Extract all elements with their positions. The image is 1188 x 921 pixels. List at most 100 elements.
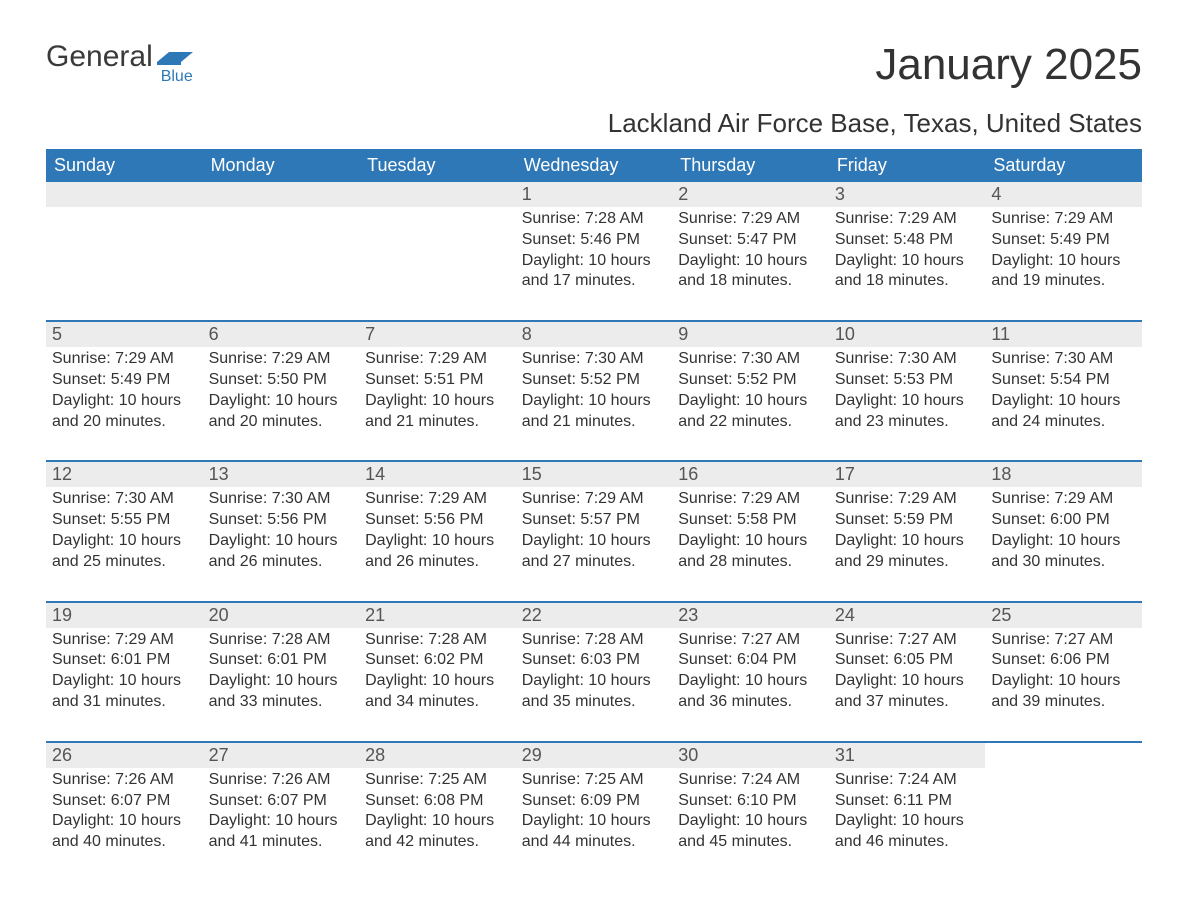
calendar-cell (46, 182, 203, 321)
daylight-text: Daylight: 10 hours and 30 minutes. (991, 531, 1136, 573)
sunrise-text: Sunrise: 7:27 AM (835, 630, 980, 651)
day-number: 20 (203, 603, 360, 628)
location-label: Lackland Air Force Base, Texas, United S… (46, 108, 1142, 139)
day-data: Sunrise: 7:29 AMSunset: 5:57 PMDaylight:… (516, 487, 673, 600)
day-number: 24 (829, 603, 986, 628)
sunset-text: Sunset: 5:51 PM (365, 370, 510, 391)
day-header: Tuesday (359, 149, 516, 182)
calendar-cell: 28Sunrise: 7:25 AMSunset: 6:08 PMDayligh… (359, 742, 516, 881)
day-data: Sunrise: 7:24 AMSunset: 6:10 PMDaylight:… (672, 768, 829, 881)
daylight-text: Daylight: 10 hours and 24 minutes. (991, 391, 1136, 433)
day-number: 23 (672, 603, 829, 628)
sunrise-text: Sunrise: 7:29 AM (365, 349, 510, 370)
day-data: Sunrise: 7:29 AMSunset: 6:00 PMDaylight:… (985, 487, 1142, 600)
day-number: 5 (46, 322, 203, 347)
sunrise-text: Sunrise: 7:29 AM (991, 209, 1136, 230)
calendar-cell (359, 182, 516, 321)
day-data: Sunrise: 7:28 AMSunset: 6:01 PMDaylight:… (203, 628, 360, 741)
daylight-text: Daylight: 10 hours and 27 minutes. (522, 531, 667, 573)
day-data: Sunrise: 7:26 AMSunset: 6:07 PMDaylight:… (203, 768, 360, 881)
sunset-text: Sunset: 5:58 PM (678, 510, 823, 531)
sunset-text: Sunset: 6:05 PM (835, 650, 980, 671)
daylight-text: Daylight: 10 hours and 29 minutes. (835, 531, 980, 573)
calendar-cell: 14Sunrise: 7:29 AMSunset: 5:56 PMDayligh… (359, 461, 516, 601)
day-data: Sunrise: 7:27 AMSunset: 6:05 PMDaylight:… (829, 628, 986, 741)
calendar-cell: 5Sunrise: 7:29 AMSunset: 5:49 PMDaylight… (46, 321, 203, 461)
day-number: 4 (985, 182, 1142, 207)
sunset-text: Sunset: 5:49 PM (52, 370, 197, 391)
day-data: Sunrise: 7:24 AMSunset: 6:11 PMDaylight:… (829, 768, 986, 881)
day-number: 2 (672, 182, 829, 207)
daylight-text: Daylight: 10 hours and 17 minutes. (522, 251, 667, 293)
daylight-text: Daylight: 10 hours and 19 minutes. (991, 251, 1136, 293)
daylight-text: Daylight: 10 hours and 44 minutes. (522, 811, 667, 853)
calendar-cell: 17Sunrise: 7:29 AMSunset: 5:59 PMDayligh… (829, 461, 986, 601)
day-number: 13 (203, 462, 360, 487)
daylight-text: Daylight: 10 hours and 35 minutes. (522, 671, 667, 713)
sunrise-text: Sunrise: 7:24 AM (678, 770, 823, 791)
calendar-cell: 16Sunrise: 7:29 AMSunset: 5:58 PMDayligh… (672, 461, 829, 601)
sunset-text: Sunset: 6:10 PM (678, 791, 823, 812)
calendar-cell: 7Sunrise: 7:29 AMSunset: 5:51 PMDaylight… (359, 321, 516, 461)
day-number: 28 (359, 743, 516, 768)
day-data: Sunrise: 7:29 AMSunset: 5:50 PMDaylight:… (203, 347, 360, 460)
day-data: Sunrise: 7:29 AMSunset: 5:49 PMDaylight:… (985, 207, 1142, 320)
sunset-text: Sunset: 5:56 PM (209, 510, 354, 531)
daylight-text: Daylight: 10 hours and 36 minutes. (678, 671, 823, 713)
sunset-text: Sunset: 6:01 PM (209, 650, 354, 671)
day-number: 15 (516, 462, 673, 487)
sunrise-text: Sunrise: 7:30 AM (209, 489, 354, 510)
sunrise-text: Sunrise: 7:28 AM (209, 630, 354, 651)
calendar-cell: 31Sunrise: 7:24 AMSunset: 6:11 PMDayligh… (829, 742, 986, 881)
sunrise-text: Sunrise: 7:29 AM (52, 630, 197, 651)
calendar-cell: 15Sunrise: 7:29 AMSunset: 5:57 PMDayligh… (516, 461, 673, 601)
sunrise-text: Sunrise: 7:29 AM (365, 489, 510, 510)
sunrise-text: Sunrise: 7:29 AM (991, 489, 1136, 510)
daylight-text: Daylight: 10 hours and 46 minutes. (835, 811, 980, 853)
day-data: Sunrise: 7:25 AMSunset: 6:08 PMDaylight:… (359, 768, 516, 881)
day-data: Sunrise: 7:30 AMSunset: 5:56 PMDaylight:… (203, 487, 360, 600)
sunrise-text: Sunrise: 7:29 AM (209, 349, 354, 370)
sunrise-text: Sunrise: 7:29 AM (678, 209, 823, 230)
daylight-text: Daylight: 10 hours and 41 minutes. (209, 811, 354, 853)
sunset-text: Sunset: 6:11 PM (835, 791, 980, 812)
day-data: Sunrise: 7:25 AMSunset: 6:09 PMDaylight:… (516, 768, 673, 881)
daylight-text: Daylight: 10 hours and 33 minutes. (209, 671, 354, 713)
daylight-text: Daylight: 10 hours and 40 minutes. (52, 811, 197, 853)
calendar-cell: 22Sunrise: 7:28 AMSunset: 6:03 PMDayligh… (516, 602, 673, 742)
calendar-cell: 8Sunrise: 7:30 AMSunset: 5:52 PMDaylight… (516, 321, 673, 461)
sunrise-text: Sunrise: 7:26 AM (52, 770, 197, 791)
day-data: Sunrise: 7:29 AMSunset: 5:49 PMDaylight:… (46, 347, 203, 460)
day-data (985, 767, 1142, 867)
calendar-week: 5Sunrise: 7:29 AMSunset: 5:49 PMDaylight… (46, 321, 1142, 461)
sunset-text: Sunset: 5:49 PM (991, 230, 1136, 251)
day-header: Wednesday (516, 149, 673, 182)
day-header: Monday (203, 149, 360, 182)
day-number: 21 (359, 603, 516, 628)
day-data: Sunrise: 7:28 AMSunset: 6:02 PMDaylight:… (359, 628, 516, 741)
calendar-cell (985, 742, 1142, 881)
day-number: 25 (985, 603, 1142, 628)
day-data: Sunrise: 7:27 AMSunset: 6:06 PMDaylight:… (985, 628, 1142, 741)
day-data: Sunrise: 7:30 AMSunset: 5:52 PMDaylight:… (672, 347, 829, 460)
daylight-text: Daylight: 10 hours and 28 minutes. (678, 531, 823, 573)
sunrise-text: Sunrise: 7:30 AM (678, 349, 823, 370)
day-data: Sunrise: 7:27 AMSunset: 6:04 PMDaylight:… (672, 628, 829, 741)
day-number (46, 182, 203, 207)
daylight-text: Daylight: 10 hours and 26 minutes. (209, 531, 354, 573)
sunset-text: Sunset: 6:08 PM (365, 791, 510, 812)
daylight-text: Daylight: 10 hours and 37 minutes. (835, 671, 980, 713)
day-header: Saturday (985, 149, 1142, 182)
day-number: 9 (672, 322, 829, 347)
day-data: Sunrise: 7:30 AMSunset: 5:55 PMDaylight:… (46, 487, 203, 600)
sunset-text: Sunset: 6:00 PM (991, 510, 1136, 531)
day-number: 29 (516, 743, 673, 768)
day-data: Sunrise: 7:29 AMSunset: 5:48 PMDaylight:… (829, 207, 986, 320)
sunset-text: Sunset: 6:02 PM (365, 650, 510, 671)
day-number: 8 (516, 322, 673, 347)
day-number: 1 (516, 182, 673, 207)
day-data: Sunrise: 7:28 AMSunset: 5:46 PMDaylight:… (516, 207, 673, 320)
calendar-cell: 10Sunrise: 7:30 AMSunset: 5:53 PMDayligh… (829, 321, 986, 461)
sunset-text: Sunset: 6:03 PM (522, 650, 667, 671)
day-data: Sunrise: 7:28 AMSunset: 6:03 PMDaylight:… (516, 628, 673, 741)
